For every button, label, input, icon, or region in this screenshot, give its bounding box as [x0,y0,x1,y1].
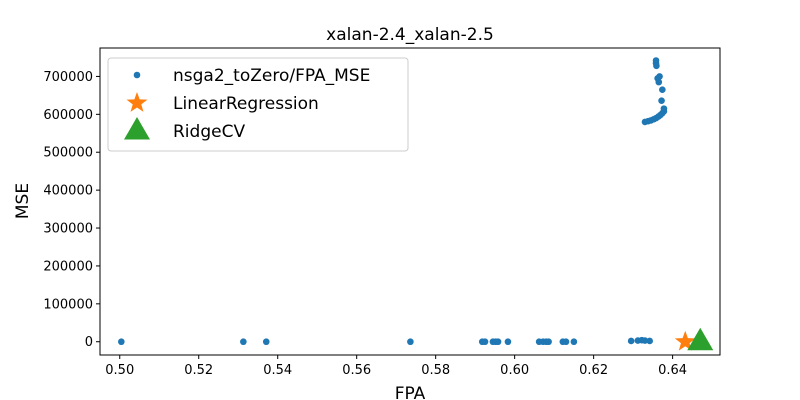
data-point [494,338,502,346]
x-axis-label: FPA [395,384,426,400]
data-point [562,338,570,346]
data-point [481,338,489,346]
legend-frame [107,57,409,152]
ridgecv-marker [687,327,714,351]
data-point [646,337,654,345]
data-point [240,338,247,346]
legend-marker [124,117,150,140]
x-tick-label: 0.62 [579,363,608,378]
x-tick-label: 0.60 [500,363,529,378]
legend-label: LinearRegression [173,94,319,114]
legend-label: RidgeCV [173,122,245,142]
x-tick-label: 0.54 [263,363,292,378]
x-tick-label: 0.50 [105,363,134,378]
data-point [545,338,552,346]
legend: nsga2_toZero/FPA_MSE LinearRegression Ridg… [107,57,409,152]
data-point [660,105,668,112]
linear-regression-marker [674,330,696,351]
data-point [659,86,666,93]
legend-marker [133,71,141,79]
y-tick-label: 200000 [43,259,93,274]
y-tick-label: 600000 [43,108,93,123]
data-point [652,57,660,64]
y-tick-label: 300000 [43,222,93,237]
data-point [656,73,663,80]
data-point [504,338,512,346]
x-ticks: 0.50 0.52 0.54 0.56 0.58 0.60 0.62 0.64 [105,355,687,378]
data-point [407,338,414,346]
plot-frame [99,47,721,356]
y-tick-label: 700000 [43,70,93,85]
legend-marker [126,92,148,112]
y-tick-label: 500000 [43,146,93,161]
data-point [641,337,649,344]
data-point [627,337,635,345]
x-tick-label: 0.58 [421,363,450,378]
y-tick-label: 400000 [43,184,93,199]
chart-title: xalan-2.4_xalan-2.5 [326,25,494,45]
legend-label: nsga2_toZero/FPA_MSE [173,66,370,86]
y-tick-label: 100000 [43,297,93,312]
x-tick-label: 0.56 [342,363,371,378]
data-point [262,338,270,346]
x-tick-label: 0.64 [658,363,687,378]
y-axis-label: MSE [13,183,33,219]
data-points [118,57,714,351]
y-tick-label: 0 [85,335,93,350]
x-tick-label: 0.52 [184,363,213,378]
y-ticks: 0 100000 200000 300000 400000 500000 600000 700… [43,70,100,350]
data-point [570,338,578,346]
data-point [658,97,665,104]
data-point [118,338,125,346]
